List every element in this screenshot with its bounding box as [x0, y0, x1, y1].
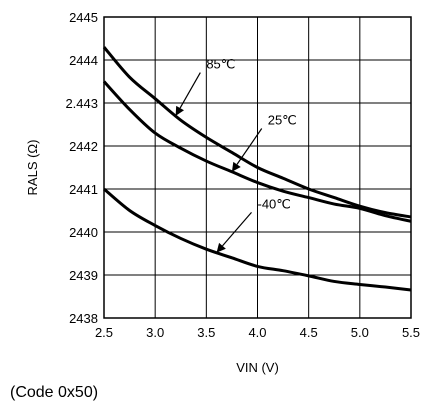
y-tick-labels: 2438 2439 2440 2441 2442 2.443 2444 2445 [65, 10, 98, 326]
x-tick-label: 3.5 [197, 325, 215, 340]
annotations: 85℃ 25℃ -40℃ [175, 57, 297, 253]
series-line-0 [102, 46, 412, 219]
y-tick-label: 2439 [69, 268, 98, 283]
annotation-label: -40℃ [258, 196, 291, 211]
x-tick-label: 5.0 [351, 325, 369, 340]
x-tick-labels: 2.5 3.0 3.5 4.0 4.5 5.0 5.5 [95, 325, 420, 340]
x-tick-label: 4.5 [300, 325, 318, 340]
annotation-arrow-head [175, 105, 185, 116]
chart: 2.5 3.0 3.5 4.0 4.5 5.0 5.5 243824392440244124… [25, 10, 420, 375]
series-group [102, 46, 412, 292]
annotation-arrow-line [236, 128, 263, 165]
y-tick-label: 2440 [69, 225, 98, 240]
x-tick-label: 3.0 [146, 325, 164, 340]
annotation-arrow-head [231, 161, 241, 172]
annotation-label: 25℃ [268, 113, 297, 128]
y-tick-label: 2.443 [65, 96, 98, 111]
y-tick-label: 2444 [69, 53, 98, 68]
y-tick-label: 2438 [69, 311, 98, 326]
series-line-1 [102, 80, 412, 223]
annotation-label: 85℃ [206, 57, 235, 72]
x-tick-label: 5.5 [402, 325, 420, 340]
plot-frame [103, 16, 412, 319]
caption: (Code 0x50) [10, 384, 99, 401]
annotation-arrow-line [222, 211, 252, 247]
y-axis-label: RALS (Ω) [25, 140, 40, 196]
x-tick-label: 2.5 [95, 325, 113, 340]
y-tick-label: 2441 [69, 182, 98, 197]
x-axis-label: VIN (V) [236, 360, 279, 375]
grid [103, 16, 412, 319]
annotation-arrow-line [179, 72, 201, 109]
x-tick-label: 4.0 [248, 325, 266, 340]
annotation-arrow-head [216, 242, 226, 253]
y-tick-label: 2442 [69, 139, 98, 154]
series-line-2 [103, 187, 412, 292]
y-tick-label: 2445 [69, 10, 98, 25]
